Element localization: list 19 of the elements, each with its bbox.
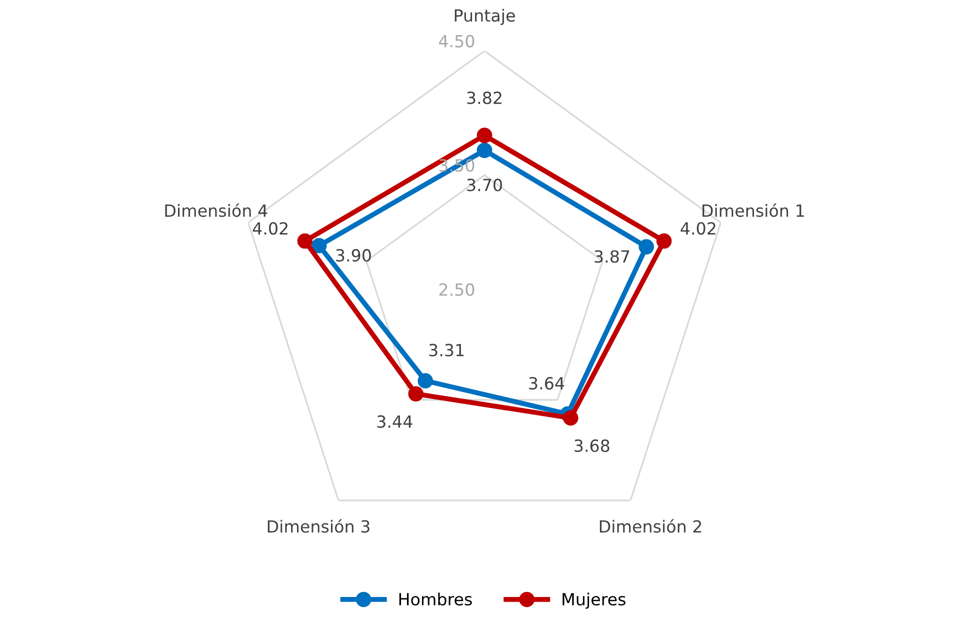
data-label: 3.70 <box>467 178 502 192</box>
spoke-label: Dimensión 3 <box>268 519 370 533</box>
data-label: 4.02 <box>252 222 288 235</box>
spoke-label: Dimensión 2 <box>600 519 702 533</box>
data-label: 3.68 <box>574 439 610 452</box>
data-label: 3.64 <box>529 376 564 390</box>
spoke-label: Puntaje <box>454 8 515 25</box>
data-label: 3.31 <box>429 344 464 356</box>
data-label: 4.02 <box>680 222 716 235</box>
data-label: 3.90 <box>336 249 371 262</box>
legend-label: Hombres <box>399 592 472 606</box>
data-label: 3.82 <box>467 92 502 104</box>
y-tick-label: 4.50 <box>438 34 474 48</box>
legend-label: Mujeres <box>562 592 626 609</box>
y-tick-label: 2.50 <box>439 283 474 296</box>
data-label: 3.87 <box>594 250 630 263</box>
spoke-label: Dimensión 4 <box>165 203 268 217</box>
data-label: 3.44 <box>377 415 412 428</box>
spoke-label: Dimensión 1 <box>702 203 804 217</box>
